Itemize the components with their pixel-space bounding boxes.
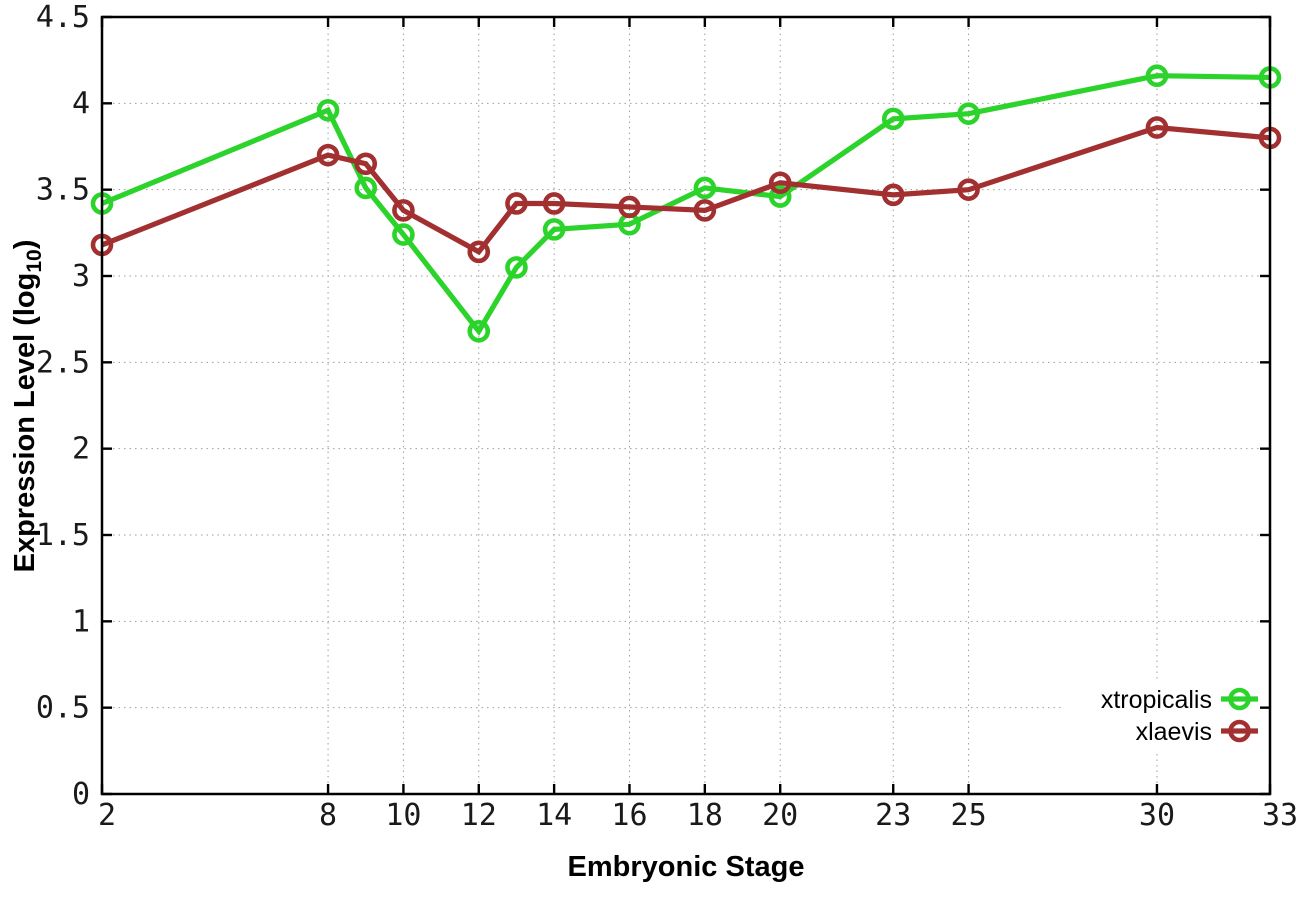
data-point-xtropicalis <box>392 223 415 246</box>
y-tick-label: 3.5 <box>36 173 90 208</box>
y-tick-label: 2 <box>72 432 90 467</box>
x-tick-label: 10 <box>385 798 421 833</box>
data-point-xtropicalis <box>354 176 378 200</box>
x-tick-label: 30 <box>1139 798 1175 833</box>
x-tick-label: 16 <box>611 798 647 833</box>
data-point-xlaevis <box>618 195 641 219</box>
y-tick-label: 3 <box>72 259 90 294</box>
legend-label-xlaevis: xlaevis <box>1136 718 1212 746</box>
x-tick-label: 2 <box>98 798 116 833</box>
x-tick-label: 20 <box>762 798 798 833</box>
x-tick-label: 23 <box>875 798 911 833</box>
data-point-xtropicalis <box>957 102 980 125</box>
x-tick-label: 12 <box>461 798 497 833</box>
plot-border <box>100 15 1272 796</box>
x-tick-label: 25 <box>951 798 987 833</box>
x-axis-title: Embryonic Stage <box>568 851 805 883</box>
x-tick-label: 14 <box>536 798 572 833</box>
x-tick-label: 8 <box>319 798 337 833</box>
data-point-xtropicalis <box>316 98 340 122</box>
tick-marks-layer <box>100 15 1272 796</box>
data-point-xtropicalis <box>542 218 566 241</box>
y-tick-label: 0 <box>72 777 90 812</box>
data-point-xlaevis <box>392 199 415 222</box>
data-point-xtropicalis <box>881 107 905 131</box>
y-axis-title: Expression Level (log10) <box>9 240 46 573</box>
y-axis-title-prefix: Expression Level (log <box>9 273 41 573</box>
data-point-xtropicalis <box>505 256 528 279</box>
data-point-xtropicalis <box>1145 64 1169 88</box>
data-point-xlaevis <box>505 192 528 215</box>
x-tick-labels: 2 8 10 12 14 16 18 20 23 25 30 33 <box>98 798 1296 833</box>
series-lines-layer <box>101 73 1271 336</box>
data-point-xlaevis <box>467 240 491 264</box>
data-point-xlaevis <box>693 199 717 222</box>
x-tick-label: 33 <box>1262 798 1296 833</box>
y-tick-label: 0.5 <box>36 691 90 726</box>
data-point-xlaevis <box>881 183 905 207</box>
data-point-xlaevis <box>957 178 980 201</box>
y-tick-label: 1 <box>72 604 90 639</box>
legend-marker-sample <box>1228 687 1251 711</box>
data-point-xlaevis <box>354 152 378 176</box>
y-tick-labels: 0 0.5 1 1.5 2 2.5 3 3.5 4 4.5 <box>36 0 90 812</box>
y-tick-label: 1.5 <box>36 518 90 553</box>
data-point-xlaevis <box>542 192 566 215</box>
y-axis-title-subscript: 10 <box>23 249 46 272</box>
y-axis-title-suffix: ) <box>9 240 41 250</box>
data-point-xtropicalis <box>467 319 491 343</box>
data-point-xtropicalis <box>693 176 717 200</box>
data-point-xtropicalis <box>768 185 792 208</box>
legend-marker-sample <box>1228 719 1251 743</box>
y-tick-label: 2.5 <box>36 345 90 380</box>
x-tick-label: 18 <box>687 798 723 833</box>
data-point-xlaevis <box>1145 116 1169 139</box>
y-tick-label: 4.5 <box>36 0 90 35</box>
y-tick-label: 4 <box>72 86 90 121</box>
data-point-xlaevis <box>316 143 340 167</box>
series-markers-layer <box>90 64 1282 343</box>
legend: xtropicalis xlaevis <box>1101 686 1258 746</box>
data-point-xlaevis <box>768 171 792 195</box>
series-line-xtropicalis <box>101 73 1271 336</box>
legend-label-xtropicalis: xtropicalis <box>1101 686 1212 714</box>
